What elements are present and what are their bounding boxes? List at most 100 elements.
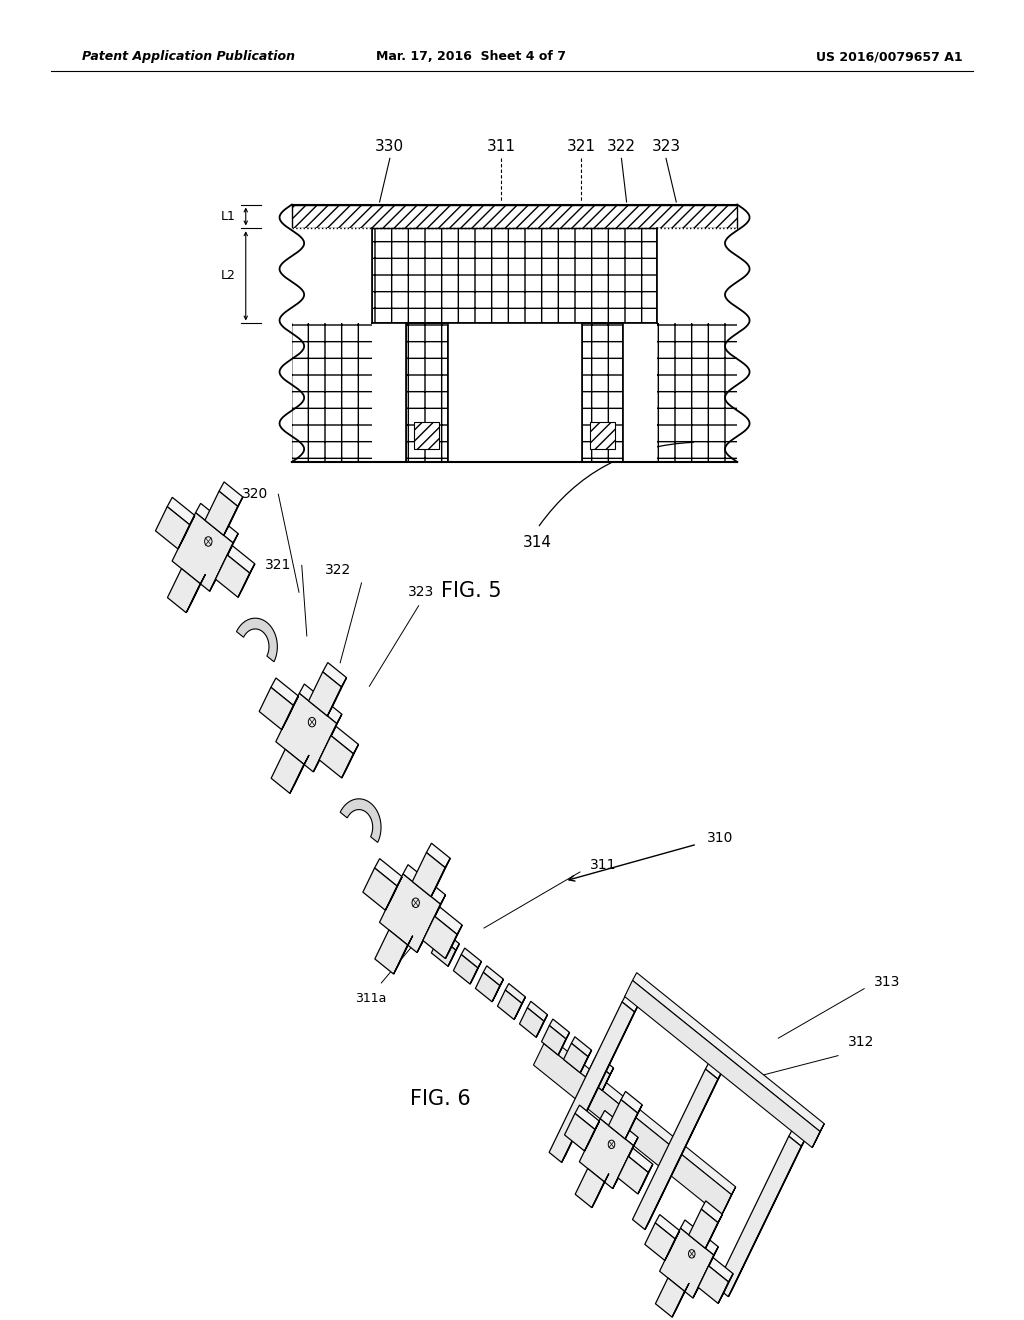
Polygon shape — [633, 1069, 718, 1230]
Polygon shape — [461, 948, 481, 968]
Polygon shape — [483, 966, 504, 986]
Bar — [407, 323, 447, 462]
Bar — [292, 205, 737, 228]
Bar — [582, 323, 623, 462]
Polygon shape — [172, 512, 233, 591]
Text: 322: 322 — [325, 562, 351, 577]
Text: FIG. 6: FIG. 6 — [410, 1089, 471, 1109]
Polygon shape — [617, 1156, 648, 1195]
Polygon shape — [313, 714, 342, 772]
Polygon shape — [693, 1247, 718, 1298]
Polygon shape — [475, 973, 500, 1002]
Polygon shape — [227, 545, 255, 573]
Polygon shape — [542, 1026, 566, 1055]
Polygon shape — [645, 1072, 722, 1230]
Text: Mar. 17, 2016  Sheet 4 of 7: Mar. 17, 2016 Sheet 4 of 7 — [376, 50, 566, 63]
Polygon shape — [672, 1283, 689, 1317]
Polygon shape — [215, 554, 250, 598]
Text: 321: 321 — [265, 558, 292, 573]
Polygon shape — [638, 1164, 653, 1195]
Polygon shape — [645, 1222, 675, 1261]
Polygon shape — [519, 1007, 544, 1038]
Polygon shape — [563, 1043, 588, 1073]
Polygon shape — [380, 874, 440, 953]
Polygon shape — [375, 858, 402, 886]
Bar — [372, 228, 657, 323]
Polygon shape — [431, 858, 451, 896]
Text: 313: 313 — [874, 975, 901, 989]
Polygon shape — [342, 744, 358, 777]
Bar — [292, 205, 737, 462]
Polygon shape — [403, 865, 445, 904]
Polygon shape — [626, 1105, 642, 1139]
Polygon shape — [629, 1148, 653, 1172]
Polygon shape — [527, 1002, 548, 1022]
Polygon shape — [210, 533, 239, 591]
Polygon shape — [788, 1129, 806, 1146]
Polygon shape — [186, 574, 206, 612]
Polygon shape — [659, 1228, 714, 1298]
Polygon shape — [290, 755, 309, 793]
Text: 311: 311 — [486, 140, 516, 154]
Polygon shape — [319, 735, 353, 777]
Polygon shape — [608, 1100, 638, 1139]
Polygon shape — [375, 929, 408, 974]
Polygon shape — [622, 994, 639, 1012]
Polygon shape — [219, 482, 243, 507]
Bar — [590, 422, 614, 449]
Text: 311: 311 — [590, 858, 616, 873]
Text: 322: 322 — [607, 140, 636, 154]
Polygon shape — [205, 491, 238, 536]
Bar — [415, 422, 439, 449]
Text: 311a: 311a — [355, 993, 387, 1006]
Text: 312: 312 — [848, 1035, 874, 1049]
Polygon shape — [181, 560, 206, 583]
Polygon shape — [534, 1044, 731, 1216]
Polygon shape — [271, 678, 298, 705]
Polygon shape — [237, 618, 278, 661]
Polygon shape — [431, 937, 456, 966]
Polygon shape — [537, 1015, 548, 1038]
Polygon shape — [426, 843, 451, 867]
Polygon shape — [621, 1092, 642, 1113]
Polygon shape — [413, 853, 445, 896]
Polygon shape — [282, 696, 298, 730]
Polygon shape — [434, 907, 462, 935]
Polygon shape — [439, 931, 460, 950]
Polygon shape — [389, 920, 413, 945]
Polygon shape — [275, 693, 337, 772]
Polygon shape — [585, 1121, 599, 1151]
Polygon shape — [238, 564, 255, 598]
Polygon shape — [602, 1068, 613, 1090]
Polygon shape — [393, 936, 413, 974]
Polygon shape — [549, 1019, 569, 1039]
Text: US 2016/0079657 A1: US 2016/0079657 A1 — [816, 50, 963, 63]
Polygon shape — [328, 677, 346, 715]
Text: L1: L1 — [220, 210, 236, 223]
Polygon shape — [588, 1160, 609, 1181]
Bar — [372, 323, 407, 462]
Polygon shape — [728, 1139, 806, 1296]
Polygon shape — [178, 515, 195, 549]
Polygon shape — [571, 1036, 592, 1057]
Polygon shape — [586, 1061, 610, 1090]
Polygon shape — [340, 799, 381, 842]
Polygon shape — [625, 981, 820, 1147]
Polygon shape — [223, 498, 243, 536]
Text: 314: 314 — [523, 535, 552, 549]
Text: 320: 320 — [242, 487, 268, 502]
Polygon shape — [286, 741, 309, 764]
Polygon shape — [655, 1214, 680, 1239]
Polygon shape — [196, 503, 239, 543]
Polygon shape — [812, 1123, 824, 1147]
Polygon shape — [323, 663, 346, 686]
Text: Patent Application Publication: Patent Application Publication — [82, 50, 295, 63]
Polygon shape — [665, 1230, 680, 1261]
Polygon shape — [698, 1266, 728, 1303]
Polygon shape — [362, 869, 397, 911]
Polygon shape — [271, 750, 304, 793]
Polygon shape — [718, 1274, 733, 1303]
Polygon shape — [575, 1168, 604, 1208]
Bar — [447, 323, 582, 462]
Polygon shape — [331, 726, 358, 754]
